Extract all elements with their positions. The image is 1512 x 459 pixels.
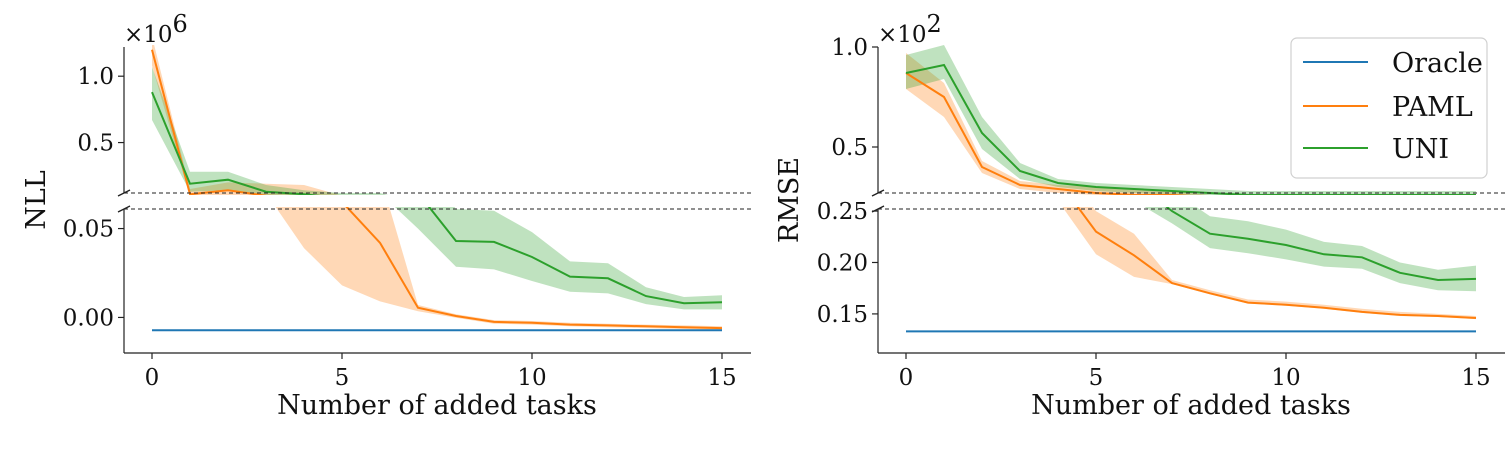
rmse-upper-ytick-label: 1.0 (831, 35, 868, 61)
nll-axes: 0.5 1.0 0.00 0.05 0 5 10 15 (63, 47, 751, 391)
nll-y-axis-label: NLL (21, 170, 52, 230)
rmse-x-axis-label: Number of added tasks (1031, 390, 1351, 421)
nll-lower-band-paml (275, 207, 722, 330)
nll-lower-lines (152, 207, 723, 332)
nll-lower-line-uni (427, 207, 723, 305)
rmse-break-mark-upper (871, 189, 885, 197)
rmse-chart-panel: 0.5 1.0 0.15 0.20 0.25 0 5 10 15 ×102 RMSE Numbe… (774, 10, 1505, 421)
rmse-multiplier-label: ×102 (878, 10, 942, 48)
legend-label-oracle: Oracle (1392, 48, 1483, 79)
rmse-xtick-label: 10 (1271, 365, 1300, 391)
nll-break-mark-upper (117, 189, 131, 197)
rmse-multiplier-base: ×10 (878, 22, 927, 48)
rmse-lower-line-uni (1165, 207, 1477, 282)
nll-multiplier-exponent: 6 (173, 10, 188, 38)
nll-multiplier-label: ×106 (124, 10, 188, 48)
nll-xtick-label: 10 (517, 365, 546, 391)
nll-lower-ytick-label: 0.00 (63, 305, 114, 331)
nll-xtick-label: 0 (145, 365, 160, 391)
legend: Oracle PAML UNI (1290, 37, 1488, 179)
nll-chart-panel: 0.5 1.0 0.00 0.05 0 5 10 15 ×106 NLL Number of … (21, 10, 751, 421)
rmse-y-axis-label: RMSE (774, 157, 805, 243)
nll-xtick-label: 5 (335, 365, 350, 391)
rmse-upper-ytick-label: 0.5 (831, 135, 868, 161)
legend-label-paml: PAML (1392, 92, 1473, 123)
rmse-axes: 0.5 1.0 0.15 0.20 0.25 0 5 10 15 (817, 35, 1505, 391)
nll-multiplier-base: ×10 (124, 22, 173, 48)
legend-box (1290, 37, 1488, 179)
nll-lower-ytick-label: 0.05 (63, 217, 114, 243)
rmse-upper-line-paml (905, 72, 1192, 195)
nll-upper-ytick-label: 1.0 (77, 64, 114, 90)
nll-lower-band-uni (394, 207, 722, 310)
nll-upper-ytick-label: 0.5 (77, 131, 114, 157)
rmse-xtick-label: 5 (1089, 365, 1104, 391)
nll-upper-band-uni (152, 66, 389, 195)
rmse-xtick-label: 0 (899, 365, 914, 391)
rmse-upper-line-uni (905, 63, 1476, 195)
rmse-lower-ytick-label: 0.20 (817, 250, 868, 276)
rmse-lower-lines (906, 207, 1477, 333)
rmse-lower-line-paml (1076, 207, 1477, 319)
rmse-multiplier-exponent: 2 (927, 10, 942, 38)
nll-lower-bands (275, 207, 722, 330)
nll-x-axis-label: Number of added tasks (277, 390, 597, 421)
legend-label-uni: UNI (1392, 134, 1449, 165)
nll-break-mark-lower (117, 205, 131, 213)
rmse-upper-lines (905, 63, 1476, 195)
nll-upper-line-uni (151, 91, 321, 195)
rmse-break-mark-lower (871, 205, 885, 213)
rmse-xtick-label: 15 (1461, 365, 1490, 391)
rmse-lower-ytick-label: 0.25 (817, 199, 868, 225)
rmse-lower-ytick-label: 0.15 (817, 302, 868, 328)
nll-lower-line-paml (345, 207, 723, 330)
nll-xtick-label: 15 (707, 365, 736, 391)
